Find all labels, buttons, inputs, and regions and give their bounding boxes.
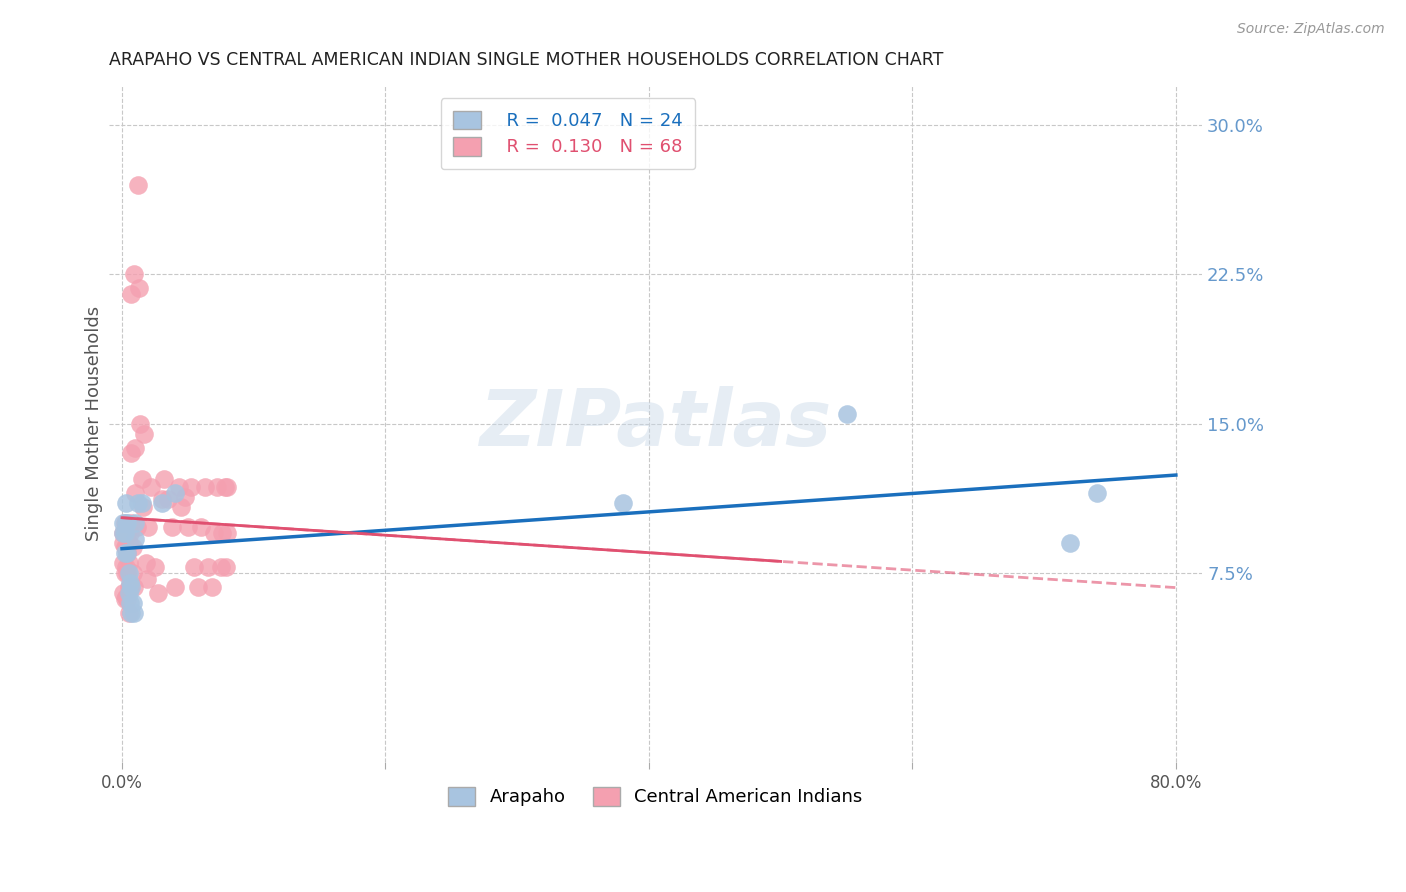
Point <box>115 496 138 510</box>
Point <box>114 516 136 530</box>
Point <box>114 591 136 606</box>
Point <box>115 590 138 604</box>
Text: Source: ZipAtlas.com: Source: ZipAtlas.com <box>1237 22 1385 37</box>
Point <box>117 516 139 530</box>
Point <box>117 546 139 560</box>
Point <box>157 492 180 507</box>
Point <box>120 446 142 460</box>
Point <box>150 492 173 507</box>
Point <box>117 556 139 570</box>
Point <box>167 480 190 494</box>
Point <box>117 606 139 620</box>
Y-axis label: Single Mother Households: Single Mother Households <box>86 306 103 541</box>
Point <box>132 500 155 515</box>
Point <box>120 516 142 530</box>
Point <box>120 287 142 301</box>
Point <box>211 526 233 541</box>
Point <box>114 566 136 580</box>
Point <box>128 281 150 295</box>
Point <box>117 566 139 580</box>
Point <box>118 526 141 541</box>
Point <box>117 580 139 594</box>
Point <box>150 496 173 510</box>
Point <box>205 480 228 494</box>
Point <box>122 606 145 620</box>
Point <box>114 526 136 541</box>
Point <box>127 496 149 510</box>
Point <box>835 407 858 421</box>
Text: ARAPAHO VS CENTRAL AMERICAN INDIAN SINGLE MOTHER HOUSEHOLDS CORRELATION CHART: ARAPAHO VS CENTRAL AMERICAN INDIAN SINGL… <box>108 51 943 69</box>
Point <box>1059 536 1081 550</box>
Point <box>197 559 219 574</box>
Text: ZIPatlas: ZIPatlas <box>479 385 832 462</box>
Point <box>120 580 142 594</box>
Point <box>136 572 159 586</box>
Point <box>135 556 157 570</box>
Point <box>118 596 141 610</box>
Point <box>124 516 146 530</box>
Point <box>112 536 135 550</box>
Point <box>122 268 145 282</box>
Point <box>612 496 634 510</box>
Point <box>163 580 186 594</box>
Point <box>124 532 146 546</box>
Point <box>174 490 197 504</box>
Point <box>121 540 143 554</box>
Point <box>117 566 139 580</box>
Point <box>127 178 149 192</box>
Point <box>201 580 224 594</box>
Point <box>163 486 186 500</box>
Point <box>117 526 139 541</box>
Point <box>202 526 225 541</box>
Point <box>214 480 236 494</box>
Point <box>121 596 143 610</box>
Point <box>177 520 200 534</box>
Point <box>115 559 138 574</box>
Point <box>118 575 141 590</box>
Point <box>115 540 138 554</box>
Point <box>112 526 135 541</box>
Point <box>115 516 138 530</box>
Point <box>121 566 143 580</box>
Point <box>124 441 146 455</box>
Point <box>215 559 238 574</box>
Point <box>138 520 160 534</box>
Point <box>117 546 139 560</box>
Point <box>217 526 239 541</box>
Point <box>146 585 169 599</box>
Point <box>124 486 146 500</box>
Point <box>118 580 141 594</box>
Point <box>209 559 232 574</box>
Point <box>112 556 135 570</box>
Point <box>112 516 135 530</box>
Point <box>160 520 183 534</box>
Point <box>117 585 139 599</box>
Point <box>131 496 153 510</box>
Point <box>120 606 142 620</box>
Point <box>170 500 193 515</box>
Point <box>117 591 139 606</box>
Point <box>114 546 136 560</box>
Point <box>1085 486 1108 500</box>
Point <box>180 480 202 494</box>
Point <box>190 520 212 534</box>
Point <box>217 480 239 494</box>
Legend: Arapaho, Central American Indians: Arapaho, Central American Indians <box>441 780 870 814</box>
Point <box>122 580 145 594</box>
Point <box>139 480 162 494</box>
Point <box>129 417 152 431</box>
Point <box>194 480 217 494</box>
Point <box>134 426 156 441</box>
Point <box>115 520 138 534</box>
Point <box>153 472 176 486</box>
Point <box>131 472 153 486</box>
Point <box>125 520 148 534</box>
Point <box>112 585 135 599</box>
Point <box>187 580 209 594</box>
Point <box>143 559 166 574</box>
Point <box>114 540 136 554</box>
Point <box>183 559 205 574</box>
Point <box>112 526 135 541</box>
Point <box>117 536 139 550</box>
